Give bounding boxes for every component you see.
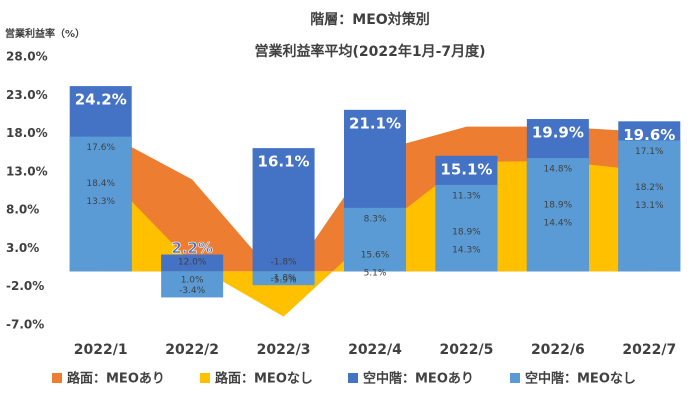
bar-value-label: -1.8% <box>271 274 298 284</box>
area-value-label: 18.4% <box>86 179 115 189</box>
bar <box>344 207 406 272</box>
area-value-label: 14.3% <box>452 245 481 255</box>
chart-subtitle: 営業利益率平均(2022年1月-7月度) <box>254 43 485 60</box>
bar-value-label: 8.3% <box>364 214 387 224</box>
x-tick-label: 2022/5 <box>440 342 494 358</box>
bar <box>435 184 498 272</box>
x-tick-label: 2022/1 <box>74 342 128 358</box>
y-axis-label: 営業利益率（%） <box>5 27 85 40</box>
area-value-label: 12.0% <box>178 258 207 268</box>
bar <box>618 140 681 272</box>
legend-label: 路面：MEOなし <box>215 371 313 387</box>
legend-swatch <box>200 373 210 383</box>
area-value-label: 13.3% <box>86 197 115 207</box>
area-value-label: 14.4% <box>544 219 573 229</box>
bar <box>69 136 132 272</box>
bar-value-label: 16.1% <box>258 153 310 171</box>
y-tick-label: 8.0% <box>6 203 39 217</box>
y-tick-label: 18.0% <box>6 126 48 140</box>
bar <box>252 271 315 286</box>
bar-value-label: 17.1% <box>635 147 664 157</box>
bar-value-label: 19.6% <box>623 126 675 144</box>
x-tick-label: 2022/4 <box>348 342 402 358</box>
area-value-label: -5.9% <box>271 276 298 286</box>
legend-label: 路面：MEOあり <box>67 371 165 387</box>
y-tick-label: -7.0% <box>6 318 44 332</box>
area-value-label: 18.9% <box>544 201 573 211</box>
y-tick-label: 23.0% <box>6 88 48 102</box>
legend-swatch <box>510 373 520 383</box>
area-value-label: 18.2% <box>635 183 664 193</box>
x-tick-label: 2022/2 <box>165 342 219 358</box>
x-tick-label: 2022/3 <box>257 342 311 358</box>
bar-value-label: 15.1% <box>440 160 492 178</box>
legend-label: 空中階：MEOなし <box>525 371 636 387</box>
bar-value-label: 24.2% <box>75 91 127 109</box>
bar-value-label: 2.2% <box>171 239 213 257</box>
legend-swatch <box>348 373 358 383</box>
bar-value-label: 21.1% <box>349 114 401 132</box>
bar-value-label: 17.6% <box>86 143 115 153</box>
bar <box>161 254 224 272</box>
area-value-label: -1.8% <box>271 258 298 268</box>
bar-value-label: -3.4% <box>179 286 206 296</box>
bar <box>252 148 315 272</box>
y-tick-label: 3.0% <box>6 241 39 255</box>
area-value-label: 5.1% <box>364 268 387 278</box>
bar-value-label: 11.3% <box>452 191 481 201</box>
legend-label: 空中階：MEOあり <box>363 371 474 387</box>
area-value-label: 15.6% <box>361 250 390 260</box>
x-tick-label: 2022/6 <box>531 342 585 358</box>
chart-title: 階層：MEO対策別 <box>310 11 429 28</box>
bar-value-label: 19.9% <box>532 124 584 142</box>
bar <box>161 271 224 298</box>
area-value-label: 13.1% <box>635 201 664 211</box>
y-tick-label: 13.0% <box>6 164 48 178</box>
y-tick-label: 28.0% <box>6 50 48 64</box>
bar <box>526 158 589 272</box>
area-value-label: 1.0% <box>181 276 204 286</box>
legend-swatch <box>52 373 62 383</box>
y-tick-label: -2.0% <box>6 279 44 293</box>
area-value-label: 18.9% <box>452 227 481 237</box>
bar-value-label: 14.8% <box>544 165 573 175</box>
x-tick-label: 2022/7 <box>622 342 676 358</box>
